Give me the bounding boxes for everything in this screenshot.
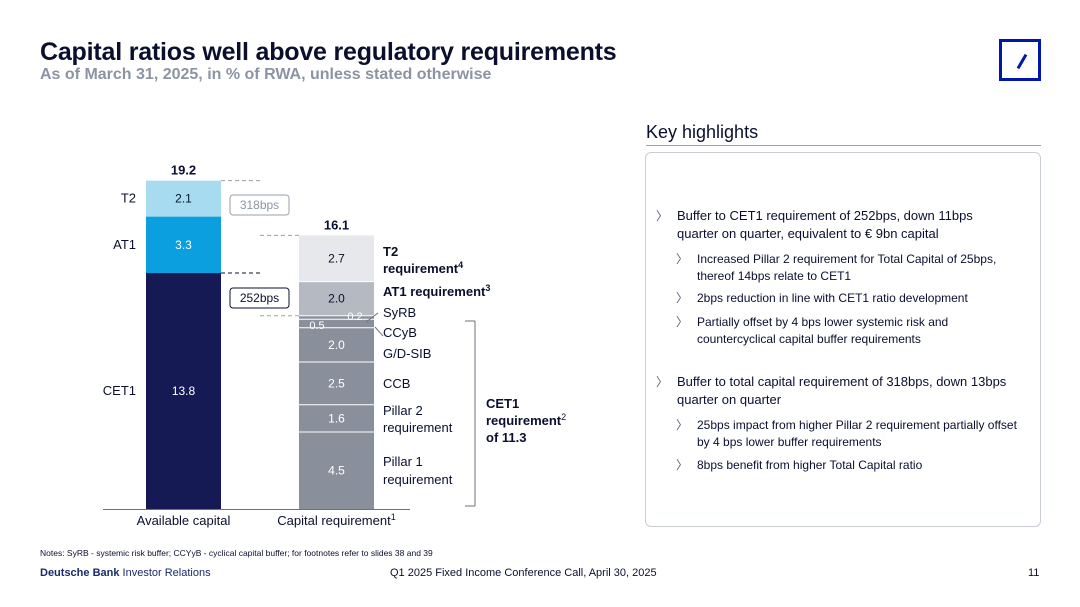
segment-label: G/D-SIB [383, 346, 431, 361]
bullet-marker-icon: 〉 [676, 291, 689, 305]
leader-line-ccyb [374, 326, 384, 337]
data-label: 2.5 [328, 376, 345, 390]
buffer-label-cet1: 252bps [240, 291, 279, 305]
data-label: 2.1 [175, 192, 192, 206]
data-label: 3.3 [175, 238, 192, 252]
footnote-marker: 2 [561, 412, 566, 422]
cet1-requirement-label: CET1 [486, 396, 519, 411]
bar-segment [299, 432, 374, 509]
highlight-sub-bullet: 〉 8bps benefit from higher Total Capital … [676, 457, 1028, 474]
data-label: 2.0 [328, 338, 345, 352]
data-label: 1.6 [328, 411, 345, 425]
highlight-sub-bullet: 〉 Increased Pillar 2 requirement for Tota… [676, 251, 1028, 285]
segment-label: T2 [383, 244, 398, 259]
highlight-text: Buffer to total capital requirement of 3… [677, 374, 1007, 407]
buffer-box-total [229, 194, 290, 216]
capital-ratios-chart: 13.8 CET1 3.3 AT1 2.1 T2 19.2 4.5 1.6 2.5 2.0 0.5 0.… [103, 163, 566, 528]
bullet-marker-icon: 〉 [676, 418, 689, 432]
segment-label: CCB [383, 376, 410, 391]
highlight-bullet: 〉 Buffer to total capital requirement of … [656, 373, 1016, 409]
data-label: 13.8 [172, 384, 196, 398]
footnote-marker: 4 [458, 260, 463, 270]
highlight-sub-bullet: 〉 Partially offset by 4 bps lower systemi… [676, 314, 1028, 348]
highlight-text: Buffer to CET1 requirement of 252bps, do… [677, 208, 973, 241]
footer-brand-bold: Deutsche Bank [40, 567, 120, 579]
bar-segment [299, 361, 374, 405]
footer-brand: Deutsche Bank Investor Relations [40, 567, 211, 579]
key-highlights-box [645, 152, 1041, 527]
bar-total-label: 19.2 [171, 163, 196, 178]
data-label: 0.2 [347, 311, 362, 323]
bar-segment [299, 404, 374, 433]
bullet-marker-icon: 〉 [676, 458, 689, 472]
page-subtitle: As of March 31, 2025, in % of RWA, unles… [40, 66, 492, 83]
bar-segment [299, 327, 374, 362]
footer-event: Q1 2025 Fixed Income Conference Call, Ap… [390, 567, 657, 579]
segment-label: Pillar 2 [383, 403, 423, 418]
data-label: 0.5 [309, 320, 324, 332]
footnote-marker: 3 [485, 283, 490, 293]
segment-label: CET1 [103, 383, 136, 398]
data-label: 4.5 [328, 464, 345, 478]
segment-label: AT1 [113, 237, 136, 252]
segment-label: T2 [121, 191, 136, 206]
category-label: Available capital [137, 513, 231, 528]
highlight-text: 2bps reduction in line with CET1 ratio d… [697, 291, 968, 305]
highlight-sub-bullet: 〉 25bps impact from higher Pillar 2 requi… [676, 417, 1028, 451]
bar-segment-t2 [146, 180, 221, 217]
page-number: 11 [1028, 567, 1040, 579]
key-highlights-title: Key highlights [646, 122, 759, 142]
cet1-requirement-label: of 11.3 [486, 430, 526, 445]
highlight-text: Increased Pillar 2 requirement for Total… [697, 252, 997, 283]
bullet-marker-icon: 〉 [656, 375, 669, 389]
segment-label: requirement [383, 472, 453, 487]
bar-segment [299, 281, 374, 316]
bullet-marker-icon: 〉 [676, 315, 689, 329]
leader-line-syrb [365, 312, 379, 323]
highlight-text: 25bps impact from higher Pillar 2 requir… [697, 418, 1017, 449]
footnote-notes: Notes: SyRB - systemic risk buffer; CCYy… [40, 548, 433, 558]
category-label: Capital requirement1 [277, 512, 395, 528]
bar-segment [299, 235, 374, 282]
page-title: Capital ratios well above regulatory req… [40, 38, 617, 66]
cet1-requirement-label: requirement2 [486, 412, 566, 428]
segment-label: Pillar 1 [383, 454, 423, 469]
highlight-bullet: 〉 Buffer to CET1 requirement of 252bps, d… [656, 207, 1016, 243]
data-label: 2.0 [328, 292, 345, 306]
bar-segment-at1 [146, 216, 221, 274]
deutsche-bank-logo [999, 39, 1041, 81]
highlight-sub-bullet: 〉 2bps reduction in line with CET1 ratio … [676, 290, 1028, 307]
bar-segment-cet1 [146, 273, 221, 509]
bar-total-label: 16.1 [324, 217, 349, 232]
segment-label: requirement4 [383, 260, 463, 276]
segment-label: SyRB [383, 305, 416, 320]
buffer-box-cet1 [229, 287, 290, 309]
highlight-text: Partially offset by 4 bps lower systemic… [697, 315, 949, 346]
data-label: 2.7 [328, 251, 345, 265]
segment-label: CCyB [383, 325, 417, 340]
buffer-label-total: 318bps [240, 198, 279, 212]
segment-label: AT1 requirement3 [383, 283, 490, 299]
bar-segment [299, 315, 374, 320]
key-highlights-rule [646, 145, 1041, 146]
bar-segment [299, 319, 374, 328]
footer-brand-rest: Investor Relations [119, 567, 211, 579]
footnote-marker: 1 [391, 512, 396, 522]
highlight-text: 8bps benefit from higher Total Capital r… [697, 458, 923, 472]
bullet-marker-icon: 〉 [676, 252, 689, 266]
bullet-marker-icon: 〉 [656, 209, 669, 223]
segment-label: requirement [383, 420, 453, 435]
